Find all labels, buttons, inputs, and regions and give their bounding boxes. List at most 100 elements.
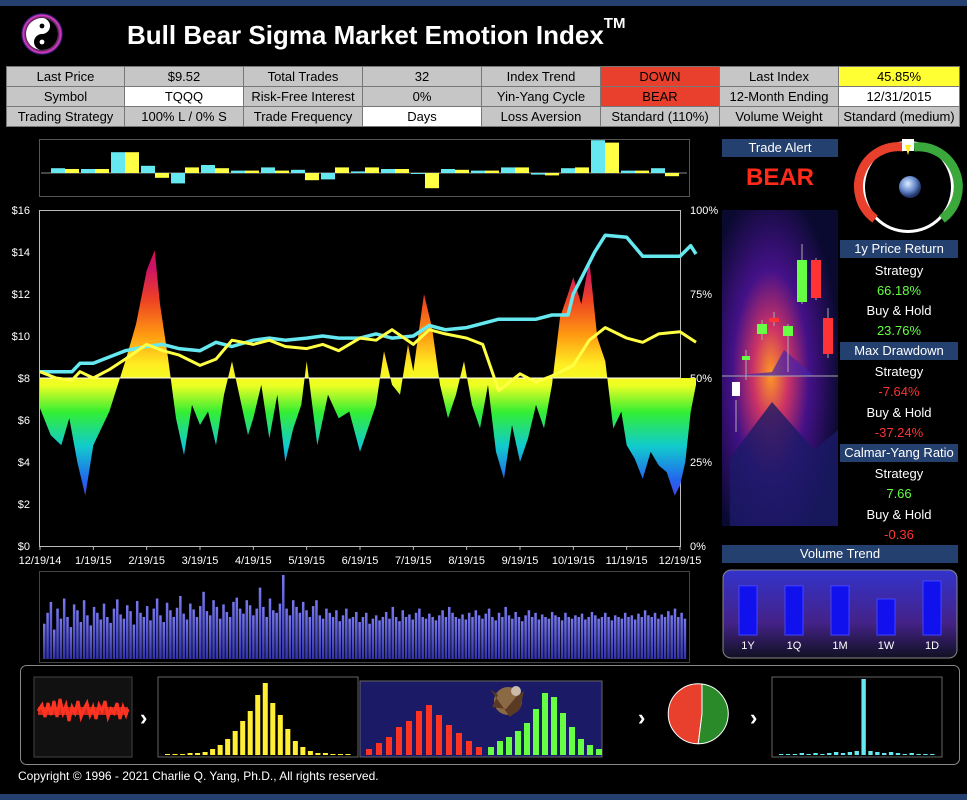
histogram-bar — [240, 721, 246, 755]
volume-bar — [331, 617, 335, 659]
symbol-input[interactable]: TQQQ — [124, 86, 244, 107]
volume-bar — [378, 620, 381, 659]
bear-bar — [476, 747, 482, 755]
emotion-index-line — [39, 326, 697, 393]
volume-bar — [564, 612, 567, 659]
volume-bar — [291, 600, 295, 659]
trade-bar — [171, 173, 185, 184]
calmar-strategy-label: Strategy — [874, 466, 924, 481]
index-trend-value: DOWN — [600, 66, 720, 87]
frequency-select[interactable]: Days — [362, 106, 482, 127]
volume-bar — [232, 601, 235, 659]
bull-bar — [578, 739, 584, 755]
yellow-histogram-panel — [157, 676, 359, 758]
candlestick-illustration — [722, 210, 838, 526]
risk-free-value: 0% — [362, 86, 482, 107]
x-tick-label: 4/19/15 — [235, 555, 272, 567]
volume-bar — [637, 613, 640, 659]
volume-bar — [594, 615, 597, 659]
histogram-bar — [180, 754, 186, 755]
calmar-strategy-value: 7.66 — [886, 486, 912, 501]
bear-bar — [416, 711, 422, 755]
x-tick-label: 8/19/15 — [448, 555, 485, 567]
volume-bar — [152, 608, 156, 659]
volume-bar — [670, 615, 673, 659]
volume-bar — [122, 618, 126, 659]
volume-bar — [49, 601, 53, 659]
volume-trend-bar — [830, 585, 850, 636]
trade-bar — [275, 170, 289, 173]
y-right-tick: 25% — [690, 457, 712, 469]
histogram-bar — [255, 695, 261, 755]
page-title: Bull Bear Sigma Market Emotion IndexTM — [127, 15, 625, 51]
histogram-bar — [277, 715, 283, 755]
volume-bar — [507, 615, 511, 659]
volume-bar — [265, 617, 268, 659]
volume-bar — [195, 617, 199, 659]
cyan-histogram-panel — [771, 676, 943, 758]
bear-bar — [386, 737, 392, 755]
volume-bar — [647, 615, 650, 659]
bear-bar — [406, 721, 412, 755]
volume-bar — [248, 605, 252, 659]
histogram-bar — [888, 752, 894, 755]
x-tick-label: 2/19/15 — [128, 555, 165, 567]
histogram-bar — [930, 754, 935, 755]
volume-bar — [404, 617, 408, 659]
trade-bar — [665, 173, 679, 177]
volume-bar — [325, 608, 328, 659]
volume-bar — [338, 621, 341, 659]
drawdown-bh-value: -37.24% — [874, 425, 924, 440]
histogram-bar — [187, 753, 193, 755]
x-tick-label: 9/19/15 — [502, 555, 539, 567]
yinyang-label: Yin-Yang Cycle — [481, 86, 601, 107]
y-left-tick: $0 — [18, 541, 30, 553]
volume-bar — [677, 617, 680, 659]
volume-bar — [43, 623, 46, 659]
volume-chart — [39, 571, 690, 663]
volume-bar — [461, 614, 464, 659]
volume-bar — [135, 601, 139, 659]
volume-bar — [623, 612, 627, 659]
drawdown-strategy-label: Strategy — [874, 364, 924, 379]
volume-bar — [418, 608, 421, 659]
volume-bar — [318, 615, 322, 659]
bull-bar — [542, 693, 548, 755]
volume-bar — [348, 618, 351, 659]
ending-date-input[interactable]: 12/31/2015 — [838, 86, 960, 107]
bear-bar — [466, 741, 472, 755]
volume-bar — [384, 611, 388, 659]
trade-bar — [321, 173, 335, 180]
volume-bar — [398, 621, 401, 659]
volume-bar — [660, 614, 663, 659]
volume-bar — [428, 613, 431, 659]
volume-weight-label: Volume Weight — [719, 106, 839, 127]
histogram-bar — [345, 754, 351, 755]
volume-bar — [72, 604, 76, 659]
volume-bar — [474, 610, 478, 659]
index-trend-label: Index Trend — [481, 66, 601, 87]
volume-bar — [125, 605, 129, 659]
calmar-header: Calmar-Yang Ratio — [840, 444, 958, 462]
volume-bar — [457, 618, 461, 659]
arrow-1-icon: › — [140, 705, 147, 730]
volume-bar — [471, 617, 474, 659]
volume-bar — [554, 615, 557, 659]
histogram-bar — [854, 751, 859, 755]
histogram-bar — [300, 747, 306, 755]
drawdown-header: Max Drawdown — [840, 342, 958, 360]
volume-bar — [481, 618, 484, 659]
histogram-bar — [895, 753, 901, 755]
volume-bar — [129, 611, 132, 659]
bull-bar — [515, 731, 521, 755]
volume-bar — [62, 598, 66, 659]
price-return-header: 1y Price Return — [840, 240, 958, 258]
volume-trend-bar — [922, 580, 942, 636]
histogram-bar — [882, 753, 887, 755]
histogram-bar — [210, 749, 216, 755]
histogram-bar — [792, 754, 798, 755]
volume-bar — [218, 618, 222, 659]
y-left-tick: $16 — [12, 205, 30, 217]
volume-bar — [617, 617, 620, 659]
volume-bar — [235, 597, 239, 659]
